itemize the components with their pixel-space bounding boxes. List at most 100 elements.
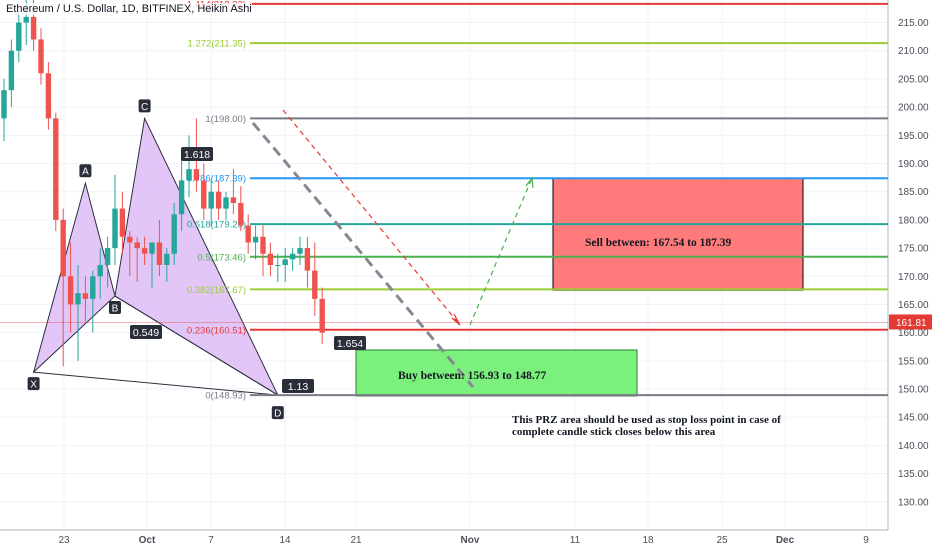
candle-body bbox=[164, 253, 170, 265]
y-tick-label: 215.00 bbox=[898, 18, 929, 29]
x-tick-label: 9 bbox=[863, 535, 869, 546]
candle-body bbox=[67, 276, 74, 305]
y-tick-label: 165.00 bbox=[898, 300, 929, 311]
candle-body bbox=[208, 191, 214, 209]
fib-label: 0.618(179.25) bbox=[187, 220, 246, 231]
y-tick-label: 160.00 bbox=[898, 328, 929, 339]
pattern-point-badge bbox=[27, 377, 40, 391]
candle-body bbox=[45, 73, 52, 119]
ratio-label: 0.549 bbox=[133, 327, 159, 339]
candle-body bbox=[156, 242, 163, 265]
candle-body bbox=[141, 248, 148, 254]
candle-body bbox=[304, 248, 311, 271]
pattern-line-xd bbox=[33, 371, 278, 396]
candle-body bbox=[23, 16, 29, 23]
candle-body bbox=[90, 276, 96, 299]
candle-body bbox=[230, 197, 237, 203]
candle-body bbox=[260, 236, 266, 254]
candle-body bbox=[275, 265, 281, 266]
pattern-point-label: A bbox=[82, 167, 89, 178]
pattern-point-d: D bbox=[271, 406, 284, 420]
candle-body bbox=[282, 259, 288, 265]
prz-note-line: This PRZ area should be used as stop los… bbox=[512, 414, 781, 426]
pattern-ratio: 0.549 bbox=[130, 325, 162, 339]
current-price-tag: 161.81 bbox=[889, 314, 932, 330]
candle-body bbox=[53, 118, 59, 220]
y-axis-ticks: 130.00 135.00 140.00 145.00 150.00 155.00 160.… bbox=[898, 18, 929, 508]
y-tick-label: 130.00 bbox=[898, 497, 929, 508]
candle-body bbox=[149, 242, 155, 254]
candle-body bbox=[112, 208, 118, 249]
projection-up-arrowhead bbox=[525, 176, 534, 189]
price-tag-label: 161.81 bbox=[896, 318, 927, 329]
fib-label: 0.382(167.67) bbox=[187, 285, 246, 296]
pattern-point-badge bbox=[271, 406, 284, 420]
pattern-point-label: D bbox=[274, 409, 281, 420]
pattern-triangle-xab bbox=[32, 181, 116, 374]
pattern-ratio: 1.654 bbox=[334, 336, 366, 350]
projection-down-arrow bbox=[282, 109, 461, 326]
candle-body bbox=[319, 298, 325, 333]
ratio-badge bbox=[130, 325, 162, 339]
x-tick-label: Dec bbox=[776, 535, 795, 546]
candle-body bbox=[82, 293, 89, 299]
buy-zone-label: Buy between: 156.93 to 148.77 bbox=[398, 370, 546, 382]
y-tick-label: 190.00 bbox=[898, 159, 929, 170]
x-tick-label: Nov bbox=[461, 535, 480, 546]
x-tick-label: 14 bbox=[279, 535, 291, 546]
candle-body bbox=[75, 293, 81, 305]
candle-body bbox=[119, 208, 126, 237]
candle-body bbox=[134, 242, 140, 249]
projection-down-arrowhead bbox=[451, 313, 461, 326]
candle-body bbox=[252, 236, 259, 243]
fib-label: 1.272(211.35) bbox=[188, 39, 246, 50]
pattern-line-bd bbox=[114, 295, 279, 396]
y-tick-label: 155.00 bbox=[898, 356, 929, 367]
y-tick-label: 185.00 bbox=[898, 187, 929, 198]
fib-levels: 1.414(218.32)1.272(211.35)1(198.00)0.786… bbox=[187, 0, 888, 402]
x-tick-label: Oct bbox=[139, 535, 156, 546]
prz-note-line: complete candle stick closes below this … bbox=[512, 426, 716, 438]
candle-body bbox=[193, 169, 200, 181]
y-tick-label: 195.00 bbox=[898, 131, 929, 142]
candle-body bbox=[289, 253, 296, 260]
candle-body bbox=[178, 180, 185, 215]
projection-path-line bbox=[251, 122, 475, 388]
x-tick-label: 7 bbox=[208, 535, 214, 546]
candle-body bbox=[1, 90, 7, 119]
candle-body bbox=[245, 225, 251, 243]
y-tick-label: 135.00 bbox=[898, 469, 929, 480]
candle-body bbox=[215, 191, 222, 209]
x-tick-label: 25 bbox=[716, 535, 728, 546]
ratio-badge bbox=[334, 336, 366, 350]
y-tick-label: 140.00 bbox=[898, 441, 929, 452]
pattern-point-badge bbox=[79, 164, 92, 178]
candle-body bbox=[104, 248, 111, 265]
chart-title: Ethereum / U.S. Dollar, 1D, BITFINEX, He… bbox=[6, 3, 252, 15]
candle-body bbox=[238, 202, 244, 226]
harmonic-pattern bbox=[32, 116, 279, 397]
buy-zone-box bbox=[355, 349, 638, 397]
pattern-point-label: B bbox=[112, 304, 119, 315]
y-tick-label: 200.00 bbox=[898, 103, 929, 114]
x-tick-label: 11 bbox=[570, 535, 581, 546]
candle-body bbox=[60, 219, 66, 277]
fib-label: 0(148.93) bbox=[205, 391, 246, 402]
candle-body bbox=[97, 265, 103, 277]
candle-body bbox=[186, 169, 192, 181]
ratio-label: 1.654 bbox=[337, 338, 363, 350]
x-axis-ticks: 23 Oct 7 14 21 Nov 11 18 25 Dec 9 bbox=[58, 535, 869, 546]
candle-body bbox=[30, 16, 37, 40]
ratio-label: 1.618 bbox=[184, 149, 210, 161]
x-tick-label: 18 bbox=[642, 535, 654, 546]
y-tick-label: 175.00 bbox=[898, 244, 929, 255]
candle-body bbox=[38, 39, 44, 74]
candle-body bbox=[201, 180, 207, 209]
y-tick-label: 180.00 bbox=[898, 215, 929, 226]
candle-body bbox=[16, 22, 22, 51]
pattern-point-badge bbox=[138, 99, 151, 113]
pattern-point-badge bbox=[109, 301, 121, 315]
pattern-point-a: A bbox=[79, 164, 92, 178]
